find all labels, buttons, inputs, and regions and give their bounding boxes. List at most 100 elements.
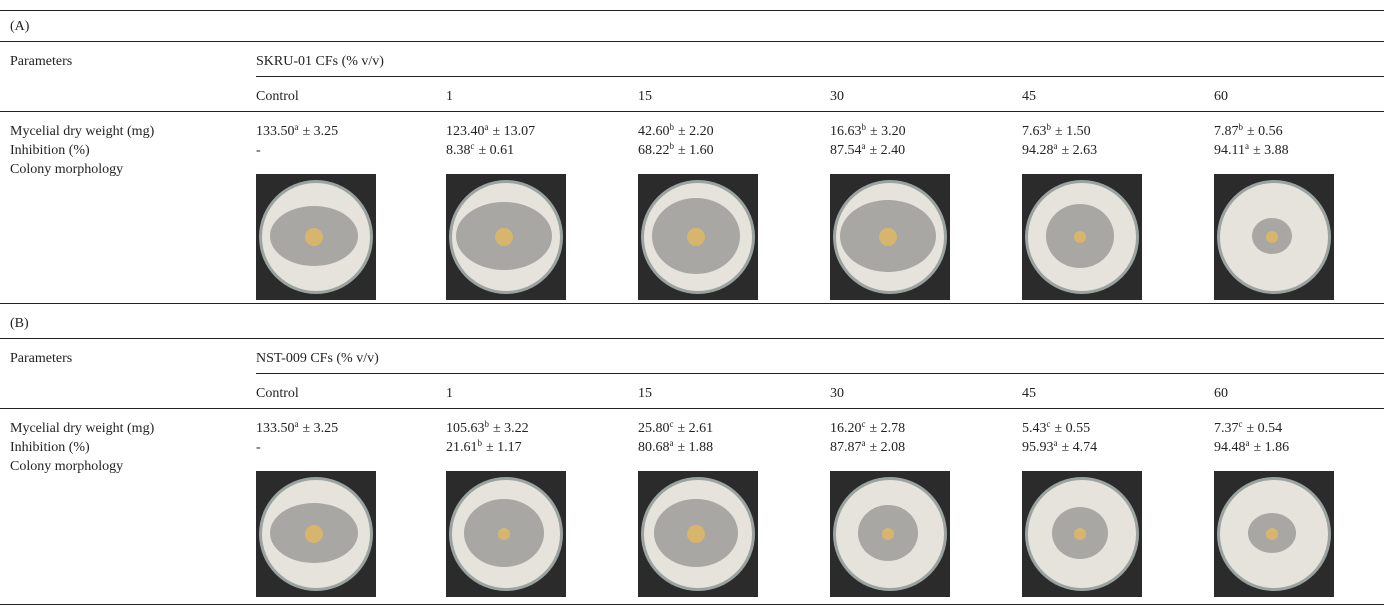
column-header: 30: [830, 386, 844, 402]
column-header: 45: [1022, 386, 1036, 402]
cell-sd: ± 2.40: [870, 143, 906, 158]
cell-sd: ± 3.25: [303, 124, 339, 139]
cell: 94.28a± 2.63: [1022, 143, 1097, 159]
column-header: 30: [830, 89, 844, 105]
colony-photo: [1022, 174, 1142, 300]
cell-letter: b: [670, 122, 675, 132]
rule: [256, 373, 1384, 374]
cell: 95.93a± 4.74: [1022, 440, 1097, 456]
cell-letter: c: [1047, 419, 1051, 429]
rule: [0, 303, 1384, 304]
rule: [0, 41, 1384, 42]
colony-photo: [1214, 471, 1334, 597]
cell-letter: b: [862, 122, 867, 132]
cell: -: [256, 440, 261, 456]
cell-mean: 42.60: [638, 124, 670, 139]
cell: 94.11a± 3.88: [1214, 143, 1289, 159]
column-header: 60: [1214, 386, 1228, 402]
cell: -: [256, 143, 261, 159]
cell-sd: ± 1.88: [678, 440, 714, 455]
cell-letter: c: [471, 141, 475, 151]
cell-letter: a: [1054, 438, 1058, 448]
rule: [0, 408, 1384, 409]
cell-letter: c: [1239, 419, 1243, 429]
cell-letter: b: [1239, 122, 1244, 132]
panel-label: (A): [10, 19, 29, 35]
row-label: Colony morphology: [10, 162, 123, 178]
photo-part: [498, 528, 510, 540]
column-header: 1: [446, 386, 453, 402]
column-header: 1: [446, 89, 453, 105]
cell-sd: ± 2.78: [870, 421, 906, 436]
colony-photo: [830, 471, 950, 597]
cell-mean: 94.11: [1214, 143, 1245, 158]
rule: [0, 111, 1384, 112]
cell-sd: ± 3.22: [493, 421, 529, 436]
cell: 133.50a ± 3.25: [256, 124, 338, 140]
photo-part: [687, 228, 705, 246]
cell-mean: 87.54: [830, 143, 862, 158]
photo-part: [882, 528, 894, 540]
photo-part: [495, 228, 513, 246]
row-header: Parameters: [10, 54, 72, 70]
photo-part: [305, 228, 323, 246]
row-label: Colony morphology: [10, 459, 123, 475]
rule: [0, 604, 1384, 605]
cell-letter: b: [1047, 122, 1052, 132]
row-label: Inhibition (%): [10, 440, 90, 456]
colony-photo: [638, 174, 758, 300]
cell-letter: a: [670, 438, 674, 448]
colony-photo: [446, 471, 566, 597]
cell-sd: ± 1.60: [678, 143, 714, 158]
cell: 7.87b± 0.56: [1214, 124, 1283, 140]
photo-part: [305, 525, 323, 543]
cell: 80.68a± 1.88: [638, 440, 713, 456]
cell-sd: ± 1.17: [486, 440, 522, 455]
cell-sd: ± 4.74: [1062, 440, 1098, 455]
cell-letter: a: [295, 419, 299, 429]
cell-sd: ± 1.50: [1055, 124, 1091, 139]
cell-sd: ± 1.86: [1254, 440, 1290, 455]
cell: 16.20c± 2.78: [830, 421, 905, 437]
cell: 7.63b± 1.50: [1022, 124, 1091, 140]
column-header: 15: [638, 89, 652, 105]
cell-sd: ± 2.61: [678, 421, 714, 436]
cell-mean: 105.63: [446, 421, 485, 436]
cell: 87.54a± 2.40: [830, 143, 905, 159]
cell-mean: 21.61: [446, 440, 478, 455]
cell-mean: 133.50: [256, 124, 295, 139]
cell-mean: 25.80: [638, 421, 670, 436]
cell-mean: -: [256, 440, 261, 455]
cell-letter: a: [485, 122, 489, 132]
cell: 5.43c± 0.55: [1022, 421, 1090, 437]
cell-mean: -: [256, 143, 261, 158]
cell: 123.40a± 13.07: [446, 124, 535, 140]
cell-mean: 123.40: [446, 124, 485, 139]
cell-mean: 16.63: [830, 124, 862, 139]
group-header: SKRU-01 CFs (% v/v): [256, 54, 384, 70]
cell: 8.38c± 0.61: [446, 143, 514, 159]
cell-sd: ± 0.56: [1247, 124, 1283, 139]
colony-photo: [1022, 471, 1142, 597]
row-label: Inhibition (%): [10, 143, 90, 159]
photo-part: [687, 525, 705, 543]
cell: 133.50a± 3.25: [256, 421, 338, 437]
column-header: 60: [1214, 89, 1228, 105]
cell: 105.63b± 3.22: [446, 421, 529, 437]
cell-letter: b: [478, 438, 483, 448]
row-header: Parameters: [10, 351, 72, 367]
cell: 94.48a± 1.86: [1214, 440, 1289, 456]
table-page: (A) Parameters SKRU-01 CFs (% v/v) Control 1…: [0, 0, 1384, 606]
cell-mean: 8.38: [446, 143, 471, 158]
rule: [0, 10, 1384, 11]
cell-letter: b: [670, 141, 675, 151]
cell-mean: 7.87: [1214, 124, 1239, 139]
cell-letter: c: [862, 419, 866, 429]
cell: 42.60b± 2.20: [638, 124, 714, 140]
cell-letter: a: [295, 122, 299, 132]
column-header: Control: [256, 89, 299, 105]
cell-letter: b: [485, 419, 490, 429]
photo-part: [879, 228, 897, 246]
row-label: Mycelial dry weight (mg): [10, 421, 154, 437]
row-label: Mycelial dry weight (mg): [10, 124, 154, 140]
